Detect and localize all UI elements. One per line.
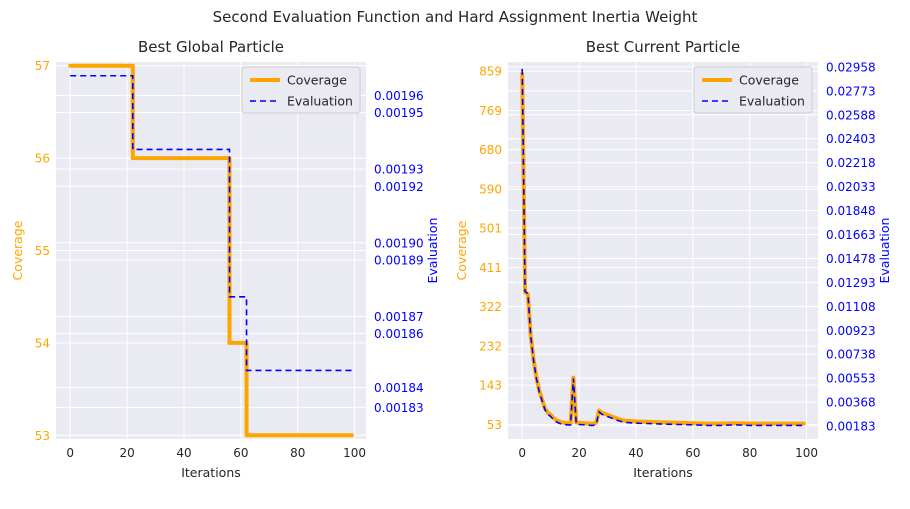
series-line-evaluation: [70, 74, 352, 372]
y-tick-label: 680: [479, 143, 502, 157]
x-tick-label: 20: [119, 446, 134, 460]
y2-tick-label: 0.00189: [374, 253, 424, 267]
y2-tick-label: 0.00183: [374, 401, 424, 415]
plot-area: [508, 62, 818, 439]
y-axis-label: Coverage: [454, 220, 469, 280]
y2-tick-label: 0.01293: [826, 276, 876, 290]
y2-tick-label: 0.01108: [826, 300, 876, 314]
x-tick-label: 60: [685, 446, 700, 460]
legend-label-coverage: Coverage: [739, 73, 799, 88]
y2-tick-label: 0.00193: [374, 163, 424, 177]
x-tick-label: 40: [176, 446, 191, 460]
x-tick-label: 0: [518, 446, 526, 460]
y2-tick-label: 0.02773: [826, 84, 876, 98]
x-tick-label: 100: [343, 446, 366, 460]
y2-tick-label: 0.01478: [826, 252, 876, 266]
legend-label-coverage: Coverage: [287, 73, 347, 88]
x-tick-label: 100: [795, 446, 818, 460]
y-tick-label: 54: [35, 336, 50, 350]
y2-tick-label: 0.00553: [826, 372, 876, 386]
y2-tick-label: 0.00195: [374, 106, 424, 120]
y2-tick-label: 0.01848: [826, 204, 876, 218]
x-axis-label: Iterations: [181, 465, 241, 480]
y2-tick-label: 0.02218: [826, 156, 876, 170]
y2-tick-label: 0.00190: [374, 236, 424, 250]
x-tick-label: 40: [628, 446, 643, 460]
y2-tick-label: 0.00368: [826, 396, 876, 410]
y2-tick-label: 0.02958: [826, 60, 876, 74]
y-tick-label: 56: [35, 152, 50, 166]
legend-label-evaluation: Evaluation: [287, 94, 353, 109]
y2-tick-label: 0.00196: [374, 89, 424, 103]
figure-title: Second Evaluation Function and Hard Assi…: [213, 8, 698, 26]
y-tick-label: 232: [479, 340, 502, 354]
legend-label-evaluation: Evaluation: [739, 94, 805, 109]
x-tick-label: 80: [290, 446, 305, 460]
y-tick-label: 322: [479, 300, 502, 314]
chart-title: Best Global Particle: [138, 38, 284, 56]
chart-title: Best Current Particle: [586, 38, 741, 56]
y-tick-label: 501: [479, 222, 502, 236]
y2-axis-label: Evaluation: [425, 218, 440, 284]
y2-tick-label: 0.00183: [826, 420, 876, 434]
x-axis-label: Iterations: [633, 465, 693, 480]
x-tick-label: 60: [233, 446, 248, 460]
y-tick-label: 769: [479, 104, 502, 118]
y-tick-label: 143: [479, 379, 502, 393]
y2-tick-label: 0.00187: [374, 310, 424, 324]
x-tick-label: 20: [571, 446, 586, 460]
y2-tick-label: 0.02403: [826, 132, 876, 146]
y2-tick-label: 0.00923: [826, 324, 876, 338]
x-tick-label: 0: [66, 446, 74, 460]
y2-tick-label: 0.00192: [374, 180, 424, 194]
y-tick-label: 55: [35, 244, 50, 258]
y2-tick-label: 0.02588: [826, 108, 876, 122]
y-tick-label: 57: [35, 59, 50, 73]
y-axis-label: Coverage: [10, 220, 25, 280]
x-tick-label: 80: [742, 446, 757, 460]
y2-tick-label: 0.00184: [374, 381, 424, 395]
y2-tick-label: 0.01663: [826, 228, 876, 242]
y-tick-label: 53: [35, 429, 50, 443]
y2-tick-label: 0.02033: [826, 180, 876, 194]
y-tick-label: 411: [479, 261, 502, 275]
y-tick-label: 53: [487, 418, 502, 432]
chart-best-global-particle: Best Global Particle 0 20 40 60 80 100 Iteratio…: [10, 38, 440, 480]
y2-axis-label: Evaluation: [877, 218, 892, 284]
y2-tick-label: 0.00186: [374, 327, 424, 341]
chart-best-current-particle: Best Current Particle 0 20 40 60 80 100 Iterati…: [454, 38, 892, 480]
y-tick-label: 859: [479, 65, 502, 79]
y-tick-label: 590: [479, 183, 502, 197]
y2-tick-label: 0.00738: [826, 348, 876, 362]
